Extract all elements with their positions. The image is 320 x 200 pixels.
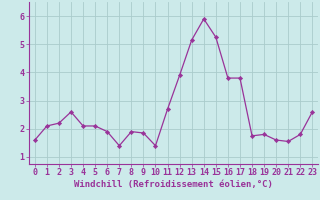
X-axis label: Windchill (Refroidissement éolien,°C): Windchill (Refroidissement éolien,°C) bbox=[74, 180, 273, 189]
